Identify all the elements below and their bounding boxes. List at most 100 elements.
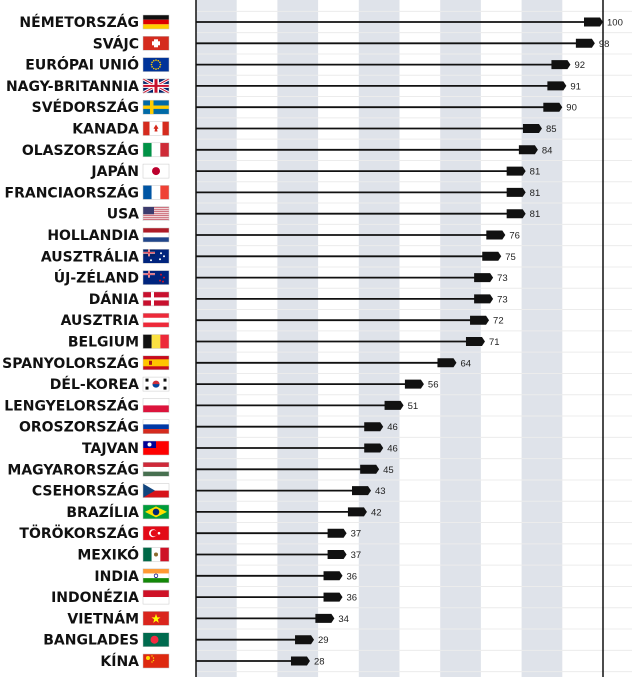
category-label: TAJVAN bbox=[82, 441, 139, 457]
bar-marker bbox=[465, 337, 485, 346]
flag-br-icon bbox=[142, 504, 170, 520]
data-row: AUSZTRÁLIA 75 bbox=[41, 248, 516, 265]
category-label: OLASZORSZÁG bbox=[22, 142, 139, 159]
bar-marker bbox=[327, 528, 347, 538]
category-label: BANGLADES bbox=[43, 633, 139, 649]
bar-marker bbox=[482, 251, 502, 261]
data-row: MEXIKÓ 37 bbox=[77, 546, 361, 564]
value-label: 81 bbox=[530, 209, 541, 220]
value-label: 71 bbox=[489, 337, 500, 348]
category-label: HOLLANDIA bbox=[47, 228, 139, 244]
flag-id-icon bbox=[142, 589, 170, 605]
data-row: NAGY-BRITANNIA 91 bbox=[6, 77, 581, 95]
data-row: FRANCIAORSZÁG 81 bbox=[5, 184, 541, 201]
flag-de-icon bbox=[142, 14, 170, 30]
flag-it-icon bbox=[142, 142, 170, 158]
data-row: OROSZORSZÁG 46 bbox=[19, 419, 398, 436]
bar-marker bbox=[384, 400, 404, 410]
category-label: LENGYELORSZÁG bbox=[4, 397, 139, 414]
bar-marker bbox=[474, 294, 494, 304]
value-label: 81 bbox=[530, 167, 541, 178]
value-label: 34 bbox=[338, 614, 349, 625]
flag-au-icon bbox=[142, 249, 170, 264]
category-label: AUSZTRÁLIA bbox=[41, 248, 139, 265]
value-label: 37 bbox=[351, 550, 362, 561]
category-label: BELGIUM bbox=[68, 335, 139, 351]
flag-be-icon bbox=[142, 334, 170, 349]
flag-pl-icon bbox=[142, 398, 170, 413]
data-row: OLASZORSZÁG 84 bbox=[22, 142, 553, 159]
category-label: INDIA bbox=[94, 569, 139, 585]
row-rules bbox=[196, 10, 632, 673]
category-label: INDONÉZIA bbox=[51, 589, 139, 606]
bar-marker bbox=[323, 571, 343, 581]
value-label: 73 bbox=[497, 273, 508, 284]
value-label: 90 bbox=[566, 103, 577, 114]
value-label: 73 bbox=[497, 294, 508, 305]
flag-ch-icon bbox=[142, 36, 170, 51]
data-row: ÚJ-ZÉLAND 73 bbox=[54, 269, 508, 287]
flag-es-icon bbox=[142, 355, 170, 371]
bar-marker bbox=[323, 592, 343, 602]
data-row: INDONÉZIA 36 bbox=[51, 589, 357, 606]
bar-marker bbox=[506, 166, 526, 176]
category-label: NÉMETORSZÁG bbox=[19, 14, 139, 31]
flag-cz-icon bbox=[142, 483, 170, 498]
grid-band bbox=[358, 0, 400, 677]
bar-marker bbox=[543, 102, 563, 112]
flag-gb-icon bbox=[142, 77, 170, 95]
flag-se-icon bbox=[142, 99, 170, 115]
flag-kr-icon bbox=[142, 376, 170, 392]
data-row: JAPÁN 81 bbox=[90, 163, 540, 180]
flag-bd-icon bbox=[142, 632, 170, 647]
flag-in-icon bbox=[142, 568, 170, 584]
flag-tr-icon bbox=[142, 525, 170, 541]
bar-marker bbox=[360, 464, 380, 474]
flag-fr-icon bbox=[142, 185, 170, 200]
value-label: 92 bbox=[574, 60, 585, 71]
value-label: 43 bbox=[375, 486, 386, 497]
bar-marker bbox=[474, 273, 494, 283]
value-label: 91 bbox=[570, 81, 581, 92]
bar-marker bbox=[327, 550, 347, 559]
flag-jp-icon bbox=[142, 163, 170, 179]
data-row: BELGIUM 71 bbox=[68, 334, 500, 351]
flag-hu-icon bbox=[142, 462, 170, 477]
category-label: NAGY-BRITANNIA bbox=[6, 79, 139, 95]
category-label: SVÁJC bbox=[93, 35, 139, 52]
category-label: SPANYOLORSZÁG bbox=[2, 355, 139, 372]
value-label: 37 bbox=[351, 529, 362, 540]
category-label: OROSZORSZÁG bbox=[19, 419, 139, 436]
bar-marker bbox=[584, 17, 603, 27]
bar-marker bbox=[518, 145, 538, 155]
data-row: LENGYELORSZÁG 51 bbox=[4, 397, 418, 414]
bar-marker bbox=[315, 613, 335, 623]
data-row: BANGLADES 29 bbox=[43, 632, 329, 649]
data-row: TÖRÖKORSZÁG 37 bbox=[19, 524, 361, 542]
value-label: 56 bbox=[428, 380, 439, 391]
category-label: KANADA bbox=[72, 122, 139, 138]
bar-marker bbox=[290, 656, 310, 666]
flag-ru-icon bbox=[142, 419, 170, 434]
flag-cn-icon bbox=[142, 653, 170, 669]
value-label: 75 bbox=[505, 252, 516, 263]
bar-marker bbox=[547, 81, 567, 91]
category-label: FRANCIAORSZÁG bbox=[5, 184, 139, 201]
grid-band bbox=[196, 0, 237, 677]
bar-marker bbox=[364, 422, 384, 432]
category-label: JAPÁN bbox=[90, 163, 139, 180]
value-label: 29 bbox=[318, 635, 329, 646]
flag-nz-icon bbox=[142, 270, 170, 285]
data-row: DÉL-KOREA 56 bbox=[50, 376, 439, 393]
value-label: 72 bbox=[493, 316, 504, 327]
bar-marker bbox=[575, 38, 595, 48]
grid-band bbox=[277, 0, 319, 677]
data-row: KANADA 85 bbox=[72, 121, 557, 138]
value-label: 46 bbox=[387, 444, 398, 455]
value-label: 81 bbox=[530, 188, 541, 199]
data-row: VIETNÁM 34 bbox=[67, 610, 349, 627]
value-label: 28 bbox=[314, 657, 325, 668]
data-row: SVÁJC 98 bbox=[93, 35, 610, 52]
bar-marker bbox=[347, 507, 367, 517]
data-row: DÁNIA 73 bbox=[89, 291, 508, 308]
